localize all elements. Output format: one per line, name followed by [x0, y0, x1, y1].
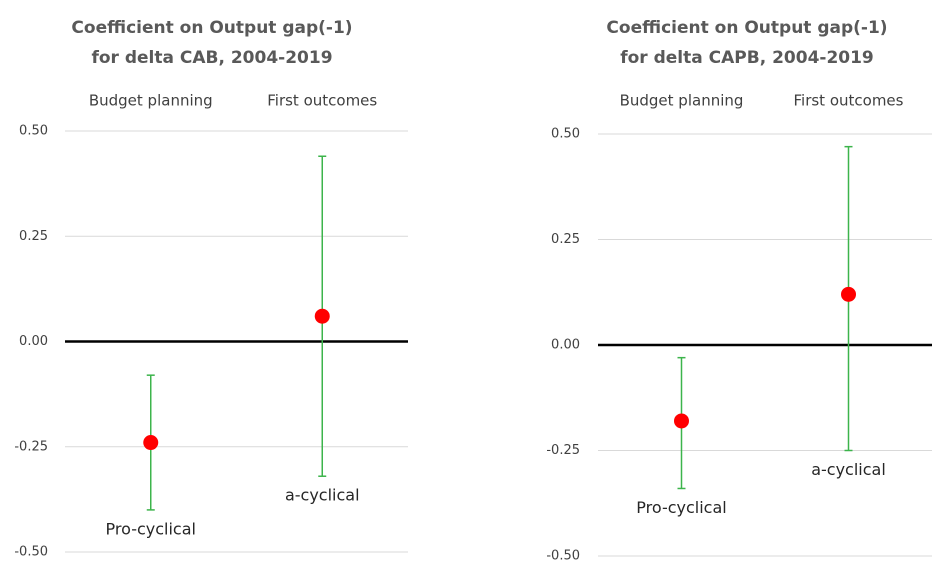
point [143, 435, 159, 451]
category-label: Budget planning [620, 92, 744, 110]
y-tick-label: 0.00 [551, 338, 580, 353]
chart-title: Coefficient on Output gap(-1) [606, 18, 887, 38]
y-tick-label: -0.25 [14, 439, 48, 454]
y-tick-label: 0.25 [551, 232, 580, 247]
annotation: a-cyclical [285, 486, 360, 505]
annotation: Pro-cyclical [106, 519, 196, 538]
category-label: Budget planning [89, 92, 213, 110]
y-tick-label: -0.25 [546, 443, 580, 458]
point [314, 308, 330, 324]
point [841, 286, 856, 302]
y-tick-label: -0.50 [546, 549, 580, 561]
annotation: a-cyclical [811, 460, 886, 479]
y-tick-label: -0.50 [14, 545, 48, 560]
y-tick-label: 0.00 [19, 334, 48, 349]
category-label: First outcomes [267, 92, 377, 110]
chart-title: Coefficient on Output gap(-1) [71, 18, 352, 38]
annotation: Pro-cyclical [636, 498, 726, 517]
category-label: First outcomes [794, 92, 904, 110]
point [674, 413, 689, 429]
chart-title: for delta CAB, 2004-2019 [91, 48, 332, 68]
y-tick-label: 0.50 [19, 124, 48, 139]
y-tick-label: 0.50 [551, 127, 580, 142]
y-tick-label: 0.25 [19, 229, 48, 244]
chart-title: for delta CAPB, 2004-2019 [620, 48, 874, 68]
